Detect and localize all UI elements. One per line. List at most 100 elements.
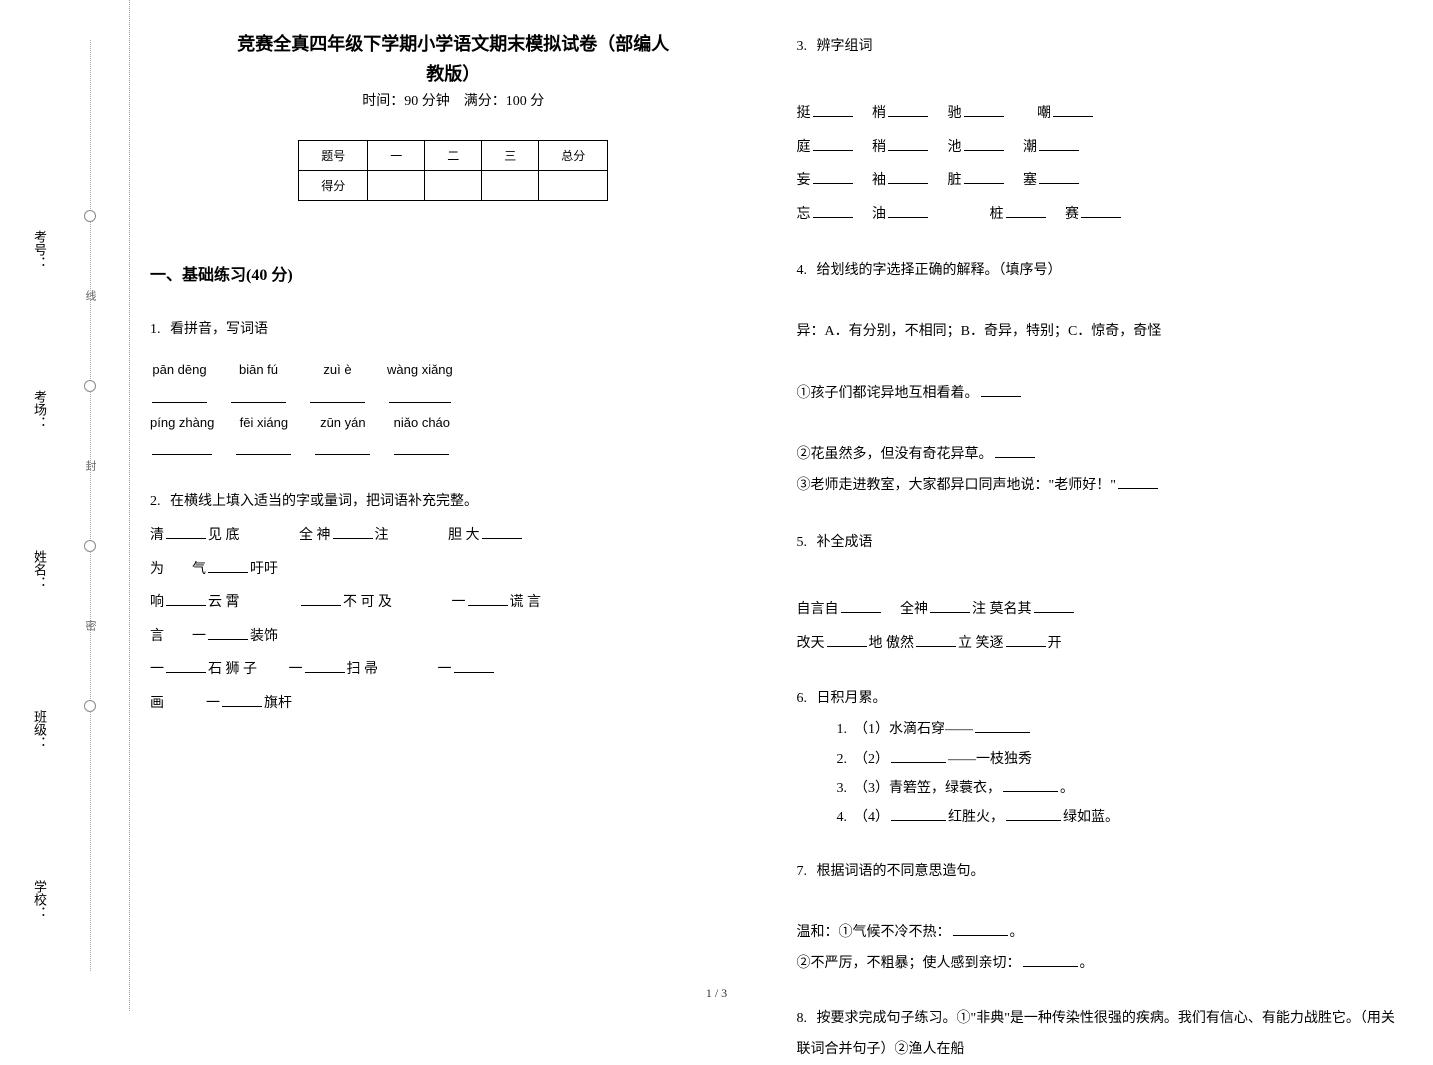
pinyin: zūn yán [320,415,366,430]
answer-blank[interactable] [888,137,928,151]
paper-subtitle: 时间：90 分钟 满分：100 分 [150,90,757,110]
frag: （1）水滴石穿—— [861,722,973,737]
answer-blank[interactable] [301,592,341,606]
answer-blank[interactable] [236,441,291,455]
q-text: 按要求完成句子练习。①"非典"是一种传染性很强的疾病。我们有信心、有能力战胜它。… [797,1011,1395,1057]
answer-blank[interactable] [964,103,1004,117]
answer-blank[interactable] [166,592,206,606]
answer-blank[interactable] [981,383,1021,397]
td: 得分 [299,171,368,201]
answer-blank[interactable] [891,749,946,763]
frag: （3）青箬笠，绿蓑衣， [861,781,1001,796]
answer-blank[interactable] [1006,633,1046,647]
answer-blank[interactable] [995,444,1035,458]
question-8: 8. 按要求完成句子练习。①"非典"是一种传染性很强的疾病。我们有信心、有能力战… [797,1004,1404,1065]
char: 脏 [948,173,962,188]
answer-blank[interactable] [305,659,345,673]
td[interactable] [482,171,539,201]
answer-blank[interactable] [1039,137,1079,151]
score-table: 题号 一 二 三 总分 得分 [298,140,608,201]
q-num: 3. [797,39,808,54]
th: 总分 [539,141,608,171]
answer-blank[interactable] [1081,204,1121,218]
seal-label: 线 [82,290,98,301]
answer-blank[interactable] [1118,475,1158,489]
answer-blank[interactable] [841,599,881,613]
answer-blank[interactable] [888,204,928,218]
answer-blank[interactable] [1006,204,1046,218]
answer-blank[interactable] [813,204,853,218]
frag: 全神 [900,602,928,617]
answer-blank[interactable] [394,441,449,455]
answer-blank[interactable] [975,719,1030,733]
th: 一 [368,141,425,171]
binding-label-name: 姓名： [30,550,49,589]
char: 稍 [872,140,886,155]
answer-blank[interactable] [916,633,956,647]
answer-blank[interactable] [888,170,928,184]
q4-item: ③老师走进教室，大家都异口同声地说："老师好！" [797,478,1116,493]
answer-blank[interactable] [964,137,1004,151]
answer-blank[interactable] [888,103,928,117]
answer-blank[interactable] [891,807,946,821]
q-text: 根据词语的不同意思造句。 [817,864,985,879]
char: 潮 [1023,140,1037,155]
td[interactable] [425,171,482,201]
answer-blank[interactable] [930,599,970,613]
answer-blank[interactable] [482,525,522,539]
answer-blank[interactable] [166,525,206,539]
answer-blank[interactable] [813,103,853,117]
answer-blank[interactable] [953,922,1008,936]
answer-blank[interactable] [964,170,1004,184]
binding-label-room: 考场： [30,390,49,429]
frag: 一 [289,662,303,677]
answer-blank[interactable] [1006,807,1061,821]
frag: 清 [150,528,164,543]
answer-blank[interactable] [468,592,508,606]
q-num: 4. [797,263,808,278]
frag: 地 傲然 [869,636,915,651]
answer-blank[interactable] [813,137,853,151]
char: 嘲 [1037,106,1051,121]
seal-label: 封 [82,460,98,471]
frag: 见 底 [208,528,240,543]
answer-blank[interactable] [389,389,451,403]
frag: 红胜火， [948,810,1004,825]
answer-blank[interactable] [1053,103,1093,117]
pinyin: biān fú [239,362,278,377]
char: 挺 [797,106,811,121]
question-1: 1. 看拼音，写词语 pān dēng biān fú zuì è wàng x… [150,315,757,461]
answer-blank[interactable] [208,559,248,573]
answer-blank[interactable] [1039,170,1079,184]
answer-blank[interactable] [222,693,262,707]
td[interactable] [368,171,425,201]
answer-blank[interactable] [208,626,248,640]
answer-blank[interactable] [1034,599,1074,613]
td[interactable] [539,171,608,201]
frag: 不 可 及 [343,595,392,610]
answer-blank[interactable] [454,659,494,673]
q-text: 补全成语 [817,535,873,550]
q4-item: ①孩子们都诧异地互相看着。 [797,386,979,401]
page-content: 竞赛全真四年级下学期小学语文期末模拟试卷（部编人 教版） 时间：90 分钟 满分… [150,30,1403,981]
frag: （2） [861,752,889,767]
question-3: 3. 辨字组词 挺 梢 驰 嘲 庭 稍 池 潮 妄 袖 脏 塞 忘 油 桩 赛 [797,30,1404,232]
answer-blank[interactable] [813,170,853,184]
frag: 温和：①气候不冷不热： [797,925,951,940]
q-num: 1. [150,322,161,337]
frag: 一 [206,696,220,711]
frag: 响 [150,595,164,610]
answer-blank[interactable] [152,389,207,403]
answer-blank[interactable] [152,441,212,455]
answer-blank[interactable] [315,441,370,455]
q-num: 7. [797,864,808,879]
frag: 自言自 [797,602,839,617]
answer-blank[interactable] [1023,953,1078,967]
answer-blank[interactable] [166,659,206,673]
answer-blank[interactable] [310,389,365,403]
answer-blank[interactable] [1003,778,1058,792]
answer-blank[interactable] [333,525,373,539]
answer-blank[interactable] [231,389,286,403]
answer-blank[interactable] [827,633,867,647]
section-a-head: 一、基础练习(40 分) [150,261,757,285]
